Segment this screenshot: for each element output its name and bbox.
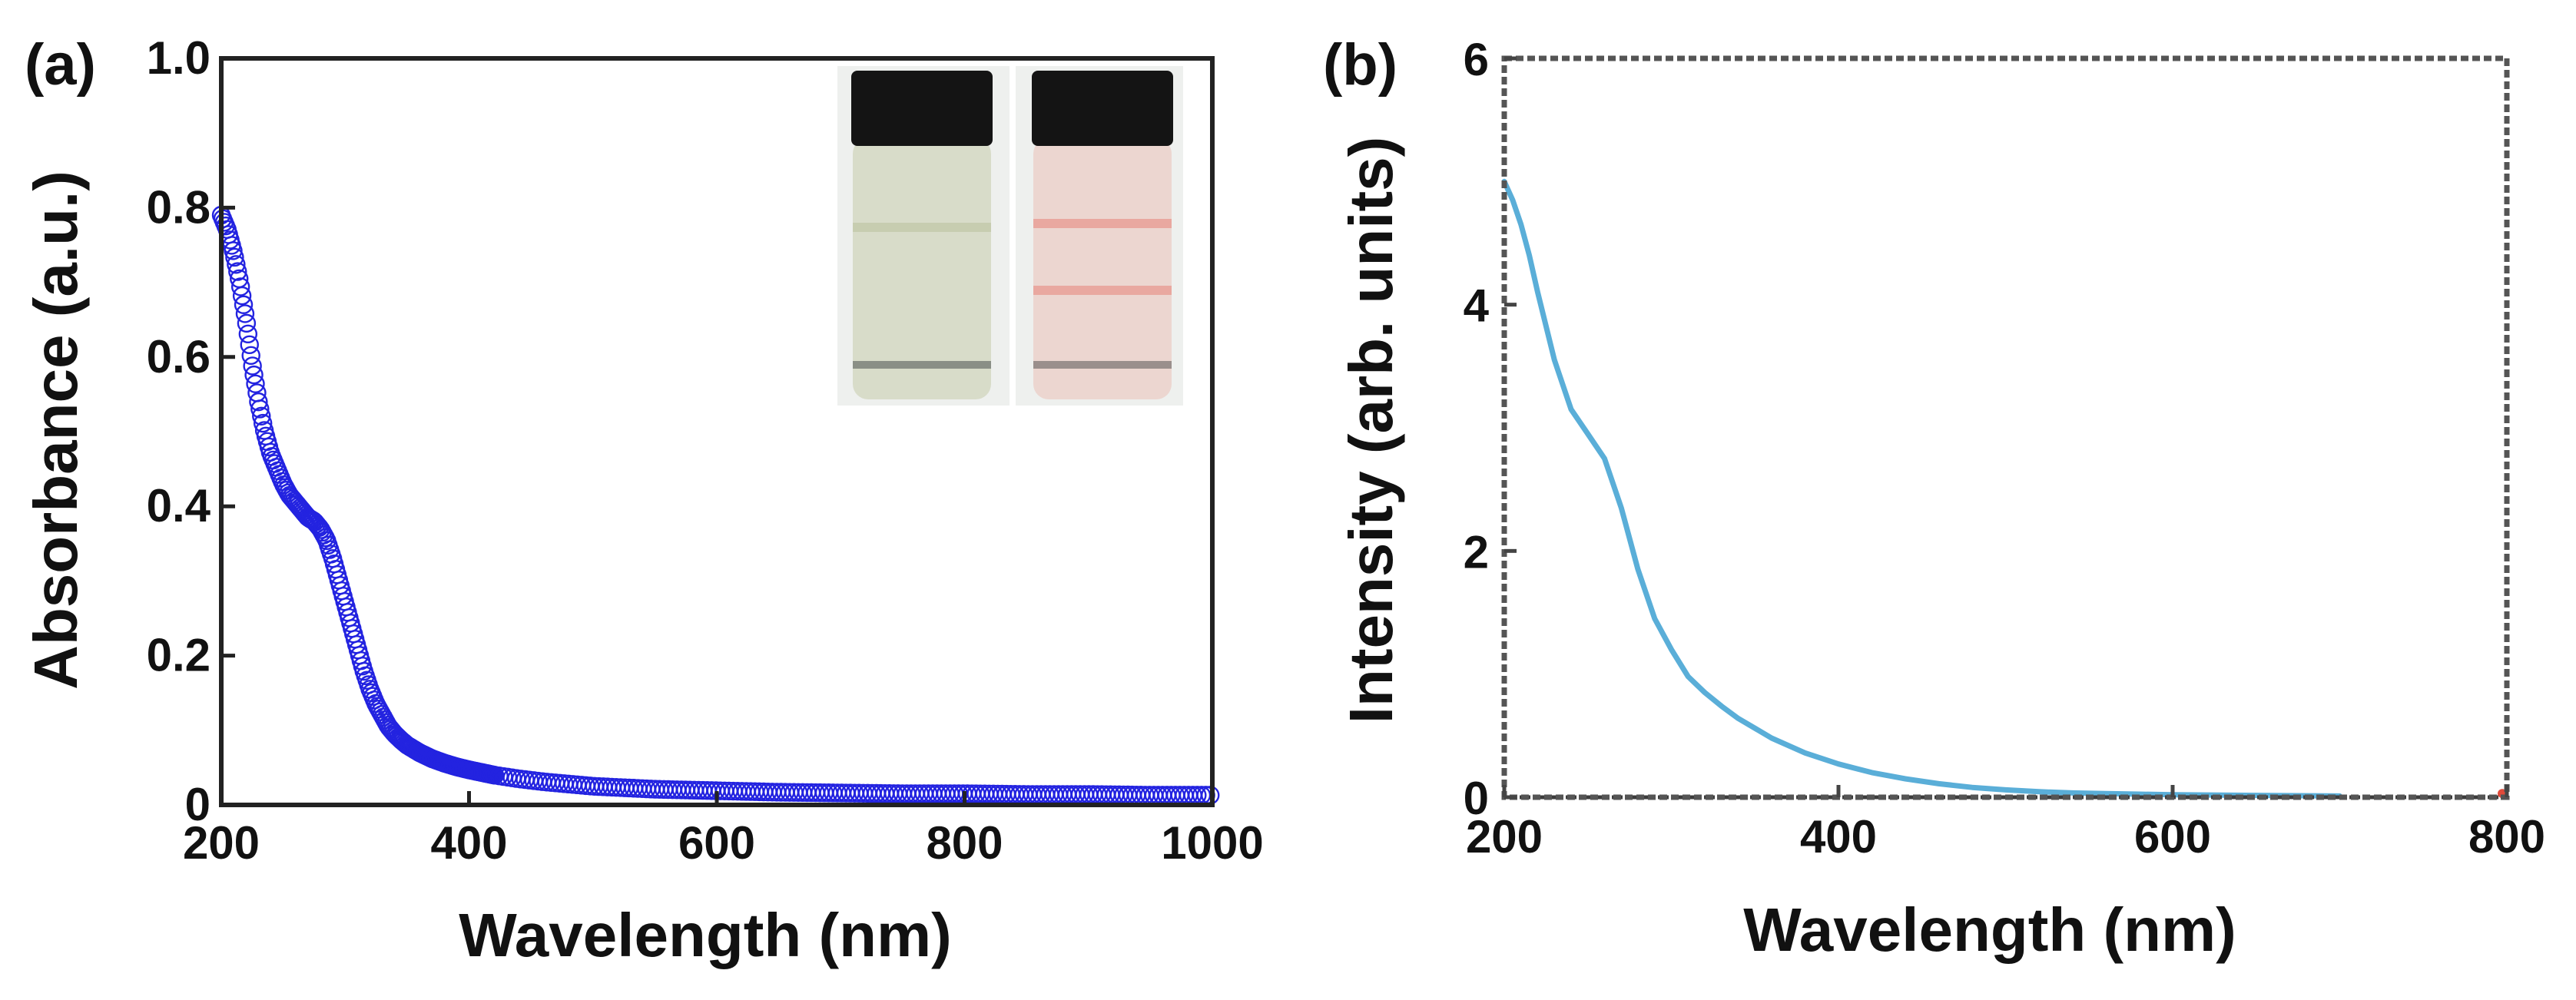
panel-a-y-tick-label: 0 xyxy=(185,779,211,830)
panel-b-y-tick-label: 2 xyxy=(1464,526,1489,578)
panel-a-x-tick-label: 600 xyxy=(678,817,755,869)
panel-b-x-tick-label: 800 xyxy=(2468,811,2545,863)
panel-a-x-tick-label: 800 xyxy=(926,817,1003,869)
panel-a-x-ticks: 200 400 600 800 1000 xyxy=(183,791,1264,869)
panel-a-data-point xyxy=(238,324,258,344)
panel-a-data-point xyxy=(249,392,268,412)
panel-b: (b) 0 2 4 6 200 400 600 800 Wavelength (nm) In… xyxy=(1323,32,2545,964)
panel-a-x-tick-label: 200 xyxy=(183,817,260,869)
vial-left xyxy=(851,71,993,399)
panel-a-x-tick-label: 400 xyxy=(430,817,507,869)
panel-a-data-point xyxy=(235,304,255,323)
panel-a-data-point xyxy=(225,247,244,267)
panel-a-data-point xyxy=(253,413,273,433)
panel-b-x-tick-label: 200 xyxy=(1466,811,1543,863)
panel-b-y-tick-label: 6 xyxy=(1464,34,1489,85)
panel-a-data-point xyxy=(240,335,259,355)
panel-a-y-ticks: 0 0.2 0.4 0.6 0.8 1.0 xyxy=(147,32,235,830)
panel-b-x-ticks: 200 400 600 800 xyxy=(1466,785,2545,863)
panel-b-label: (b) xyxy=(1323,32,1397,98)
panel-a-data-point xyxy=(230,277,250,296)
panel-a-data-point xyxy=(237,313,257,333)
panel-b-x-tick-label: 400 xyxy=(1800,811,1877,863)
panel-a-data-point xyxy=(243,356,262,376)
panel-a-data-point xyxy=(246,374,265,393)
panel-a-y-tick-label: 0.6 xyxy=(147,331,211,382)
panel-b-x-axis-title: Wavelength (nm) xyxy=(1743,896,2236,964)
panel-a: (a) 0 0.2 0.4 0.6 0.8 1.0 200 400 600 800 1000 xyxy=(22,32,1264,969)
panel-a-data-point xyxy=(228,262,247,281)
panel-b-y-tick-label: 4 xyxy=(1464,280,1490,332)
panel-b-frame xyxy=(1501,55,2510,800)
panel-a-data-point xyxy=(244,365,264,385)
panel-a-x-tick-label: 1000 xyxy=(1161,817,1263,869)
panel-b-y-axis-title: Intensity (arb. units) xyxy=(1337,137,1405,724)
vial-right xyxy=(1032,71,1173,399)
panel-a-y-tick-label: 0.2 xyxy=(147,630,211,681)
panel-a-plot-area xyxy=(211,205,1220,805)
vial-inset-photo xyxy=(837,66,1183,406)
panel-b-y-ticks: 0 2 4 6 xyxy=(1464,34,1517,824)
panel-a-data-point xyxy=(241,346,260,366)
panel-a-data-point xyxy=(227,255,246,274)
panel-a-data-point xyxy=(252,406,271,425)
panel-a-y-axis-title: Absorbance (a.u.) xyxy=(22,171,90,690)
panel-a-data-point xyxy=(234,295,254,314)
panel-a-label: (a) xyxy=(25,32,96,98)
panel-a-y-tick-label: 1.0 xyxy=(147,32,211,84)
panel-a-y-tick-label: 0.8 xyxy=(147,181,211,233)
panel-b-x-tick-label: 600 xyxy=(2134,811,2211,863)
panel-a-x-axis-title: Wavelength (nm) xyxy=(459,901,951,969)
panel-b-y-tick-label: 0 xyxy=(1464,773,1489,824)
panel-b-intensity-line xyxy=(1501,178,2342,799)
panel-a-data-point xyxy=(250,399,270,419)
panel-a-data-point xyxy=(232,286,252,306)
panel-a-data-point xyxy=(224,241,243,260)
panel-a-y-tick-label: 0.4 xyxy=(147,480,211,531)
